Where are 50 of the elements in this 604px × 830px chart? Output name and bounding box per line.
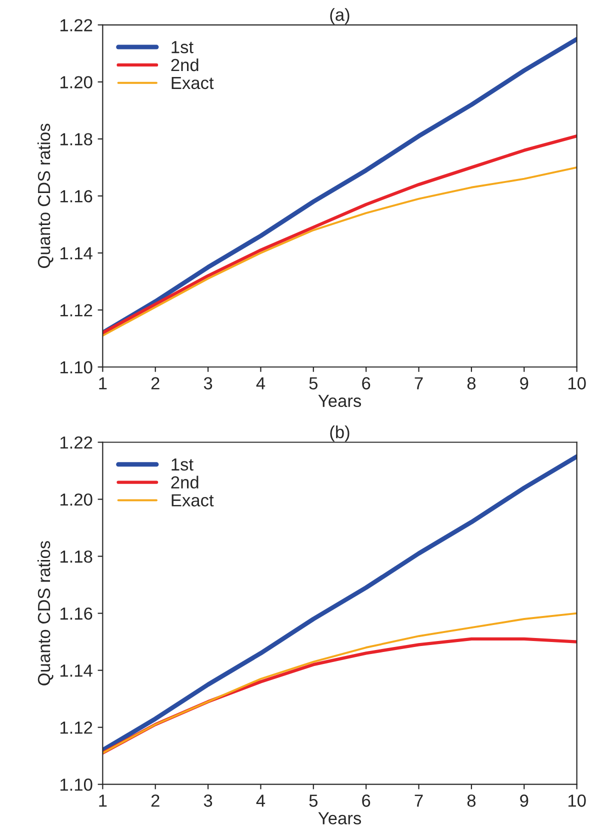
x-axis-title: Years [318,812,362,824]
x-tick-label: 4 [256,794,266,807]
x-tick-label: 2 [151,794,160,807]
x-tick-label: 5 [309,377,318,390]
y-tick-label: 1.18 [60,133,92,146]
x-tick-label: 4 [256,377,266,390]
y-tick-label: 1.10 [60,361,92,374]
legend-label: Exact [172,77,214,90]
line-series [102,166,577,337]
line-series [102,134,577,334]
y-tick-label: 1.18 [60,550,92,563]
x-tick-label: 3 [204,377,212,390]
x-tick-label: 9 [520,794,528,807]
x-tick-label: 1 [99,377,107,390]
legend-label: 1st [172,41,194,54]
y-tick-label: 1.14 [60,247,92,260]
x-tick-label: 5 [309,794,318,807]
line-series [102,612,577,754]
y-tick-label: 1.22 [60,19,92,32]
x-tick-label: 3 [204,794,212,807]
x-tick-label: 2 [151,377,160,390]
y-axis-title: Quanto CDS ratios [37,541,54,686]
x-tick-label: 7 [414,794,423,807]
y-tick-label: 1.16 [60,607,92,620]
x-tick-label: 9 [520,377,528,390]
legend-label: 2nd [171,58,198,72]
x-tick-label: 10 [568,794,586,807]
y-tick-label: 1.12 [60,304,92,316]
chart-title: (a) [330,8,350,24]
y-tick-label: 1.14 [60,664,92,677]
y-axis-title: Quanto CDS ratios [37,124,54,268]
x-tick-label: 8 [467,377,476,390]
x-tick-label: 6 [362,377,370,390]
y-tick-label: 1.16 [60,190,92,202]
y-tick-label: 1.20 [60,493,92,506]
x-axis-title: Years [318,394,362,408]
y-tick-label: 1.22 [60,436,92,449]
legend-label: 2nd [171,476,198,489]
x-tick-label: 7 [414,377,423,390]
x-tick-label: 6 [362,794,370,807]
legend-label: Exact [172,494,214,506]
y-tick-label: 1.20 [60,76,92,88]
x-tick-label: 8 [467,794,476,807]
chart-title: (b) [330,426,350,442]
line-series [102,454,577,752]
x-tick-label: 1 [99,794,107,807]
y-tick-label: 1.12 [60,722,92,734]
legend-label: 1st [172,458,194,471]
y-tick-label: 1.10 [60,778,92,791]
x-tick-label: 10 [568,377,586,390]
